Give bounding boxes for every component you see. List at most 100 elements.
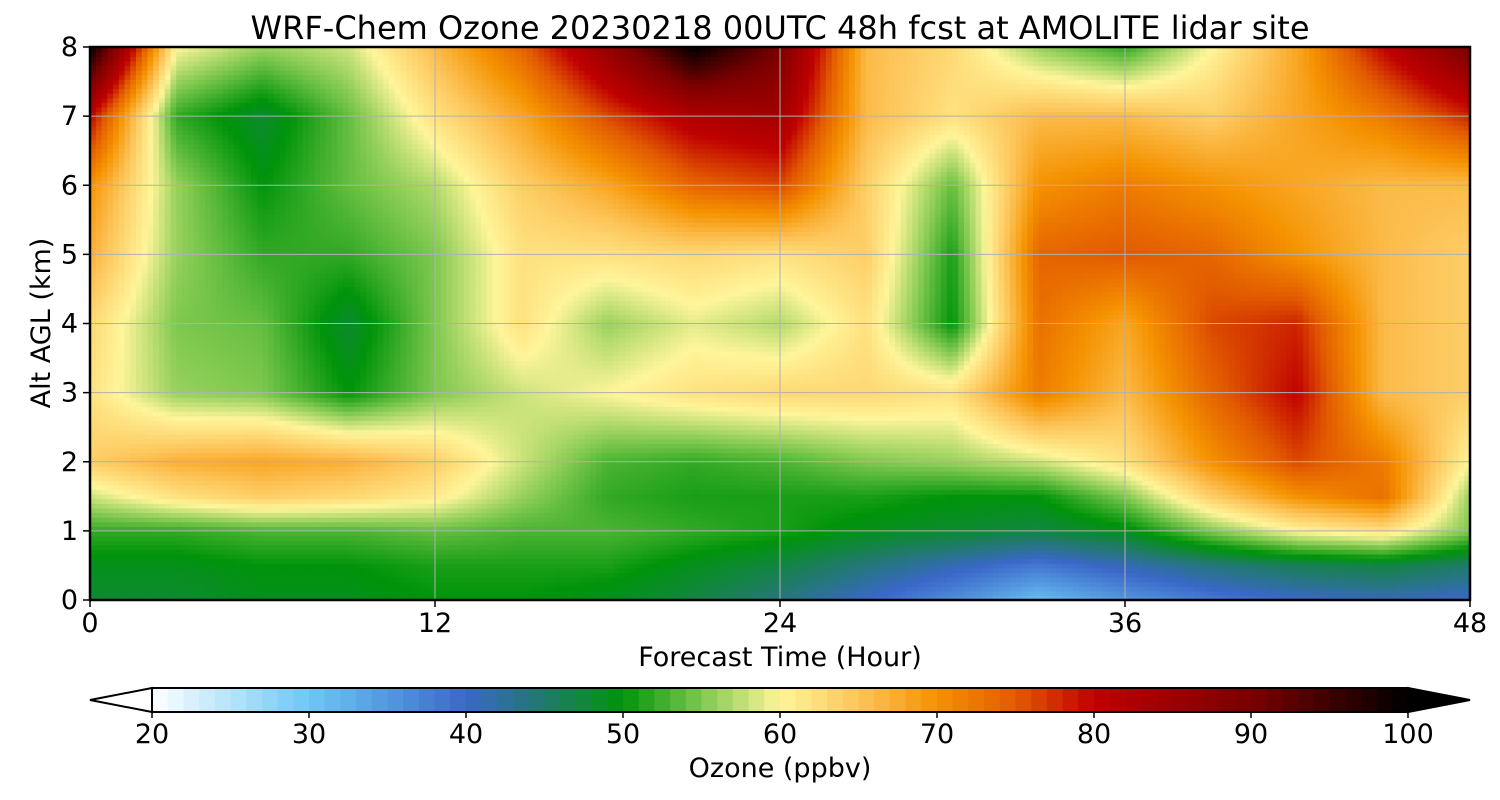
heatmap-cell (1067, 553, 1074, 560)
heatmap-cell (1406, 595, 1414, 601)
heatmap-cell (929, 563, 936, 569)
heatmap-cell (1378, 540, 1385, 546)
heatmap-cell (1458, 512, 1465, 518)
heatmap-cell (860, 507, 867, 514)
heatmap-cell (1435, 512, 1442, 518)
heatmap-cell (1320, 530, 1327, 537)
heatmap-cell (291, 517, 298, 523)
heatmap-cell (130, 549, 137, 555)
heatmap-cell (331, 553, 338, 560)
heatmap-cell (366, 567, 373, 573)
heatmap-cell (739, 535, 747, 541)
heatmap-cell (394, 567, 402, 573)
heatmap-cell (274, 553, 281, 560)
heatmap-cell (607, 567, 614, 573)
heatmap-cell (331, 586, 338, 592)
heatmap-cell (1217, 581, 1224, 587)
heatmap-cell (239, 586, 246, 592)
heatmap-cell (958, 581, 965, 587)
heatmap-cell (711, 526, 718, 532)
heatmap-cell (394, 549, 402, 555)
heatmap-cell (412, 586, 419, 592)
heatmap-cell (745, 590, 752, 596)
heatmap-cell (527, 544, 534, 550)
heatmap-cell (1061, 590, 1069, 596)
heatmap-cell (406, 563, 413, 569)
heatmap-cell (274, 572, 281, 578)
heatmap-cell (325, 553, 333, 560)
heatmap-cell (751, 535, 758, 541)
heatmap-cell (153, 549, 160, 555)
heatmap-cell (734, 586, 741, 592)
heatmap-cell (348, 581, 356, 587)
heatmap-cell (814, 540, 821, 546)
heatmap-cell (1067, 507, 1074, 514)
heatmap-cell (1297, 549, 1304, 555)
heatmap-cell (124, 540, 131, 546)
heatmap-cell (1067, 535, 1074, 541)
heatmap-cell (739, 517, 747, 523)
heatmap-cell (1015, 595, 1023, 601)
heatmap-cell (314, 563, 321, 569)
heatmap-cell (665, 549, 672, 555)
heatmap-cell (1251, 530, 1258, 537)
heatmap-cell (699, 535, 706, 541)
heatmap-cell (745, 512, 752, 518)
heatmap-cell (176, 544, 183, 550)
heatmap-cell (354, 517, 361, 523)
heatmap-cell (182, 586, 189, 592)
heatmap-cell (952, 512, 959, 518)
heatmap-cell (291, 553, 298, 560)
heatmap-cell (1038, 512, 1046, 518)
heatmap-cell (923, 590, 931, 596)
heatmap-cell (670, 526, 678, 532)
heatmap-cell (837, 530, 844, 537)
heatmap-cell (147, 540, 154, 546)
heatmap-cell (118, 512, 126, 518)
heatmap-cell (486, 553, 494, 560)
heatmap-cell (245, 535, 252, 541)
heatmap-cell (1458, 581, 1465, 587)
heatmap-cell (1119, 544, 1126, 550)
heatmap-cell (1222, 576, 1230, 583)
heatmap-cell (1102, 590, 1109, 596)
heatmap-cell (780, 581, 787, 587)
heatmap-cell (613, 503, 620, 509)
heatmap-cell (1096, 544, 1103, 550)
heatmap-cell (1199, 572, 1207, 578)
heatmap-cell (343, 503, 350, 509)
heatmap-cell (130, 503, 137, 509)
heatmap-cell (107, 526, 114, 532)
heatmap-cell (268, 507, 275, 514)
heatmap-cell (849, 572, 856, 578)
heatmap-cell (653, 535, 660, 541)
heatmap-cell (728, 507, 735, 514)
heatmap-cell (1320, 576, 1327, 583)
heatmap-cell (1222, 507, 1230, 514)
plot-area (88, 45, 1472, 602)
heatmap-cell (860, 595, 867, 601)
heatmap-cell (394, 590, 402, 596)
heatmap-cell (1125, 563, 1132, 569)
heatmap-cell (187, 503, 195, 509)
heatmap-cell (423, 595, 430, 601)
heatmap-cell (228, 553, 235, 560)
heatmap-cell (567, 558, 574, 564)
heatmap-cell (1274, 590, 1281, 596)
heatmap-cell (1153, 576, 1161, 583)
heatmap-cell (1280, 526, 1287, 532)
heatmap-cell (946, 581, 954, 587)
heatmap-cell (124, 563, 131, 569)
heatmap-cell (360, 540, 367, 546)
heatmap-cell (636, 517, 643, 523)
heatmap-cell (739, 544, 747, 550)
heatmap-cell (757, 581, 764, 587)
heatmap-cell (613, 549, 620, 555)
heatmap-cell (1412, 517, 1419, 523)
heatmap-cell (619, 567, 626, 573)
heatmap-cell (233, 544, 241, 550)
heatmap-cell (791, 581, 798, 587)
heatmap-cell (1067, 544, 1074, 550)
heatmap-cell (1130, 549, 1138, 555)
heatmap-cell (1228, 544, 1235, 550)
